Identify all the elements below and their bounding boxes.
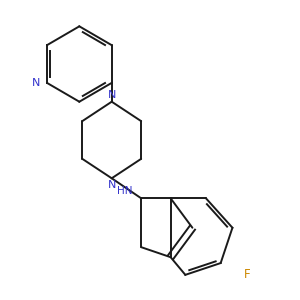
Text: F: F xyxy=(244,268,250,281)
Text: N: N xyxy=(107,90,116,100)
Text: HN: HN xyxy=(117,186,132,196)
Text: N: N xyxy=(107,180,116,190)
Text: N: N xyxy=(32,78,41,88)
